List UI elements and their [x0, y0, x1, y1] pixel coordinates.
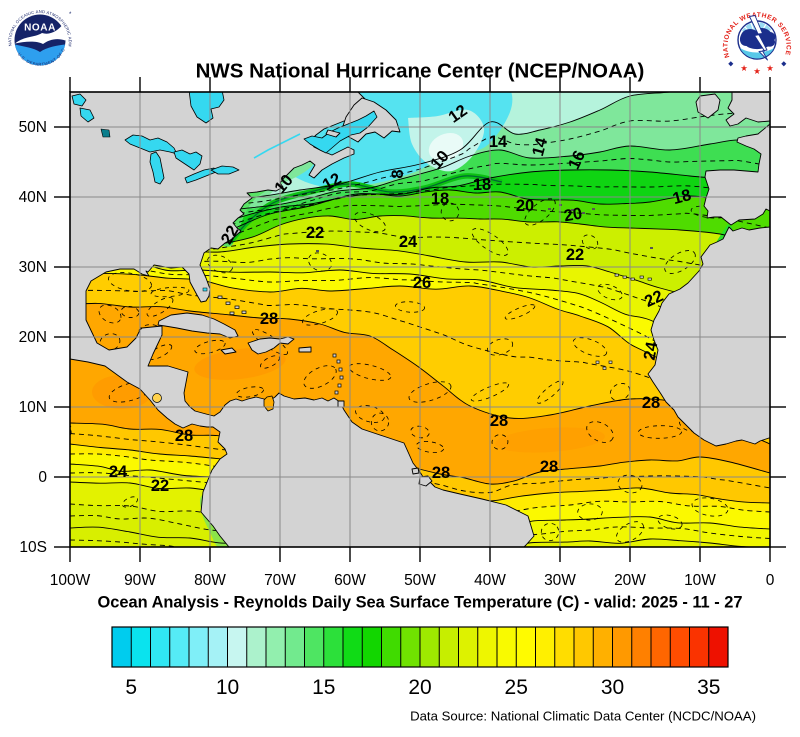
svg-text:NWS National Hurricane Center: NWS National Hurricane Center (NCEP/NOAA… — [196, 60, 645, 83]
svg-text:40N: 40N — [19, 189, 47, 206]
svg-text:24: 24 — [641, 340, 662, 362]
svg-text:0: 0 — [766, 572, 775, 589]
svg-text:35: 35 — [697, 676, 720, 699]
svg-text:100W: 100W — [50, 572, 91, 589]
svg-text:Data Source: National Climatic: Data Source: National Climatic Data Cent… — [410, 709, 756, 724]
svg-text:18: 18 — [671, 186, 693, 208]
svg-text:5: 5 — [125, 676, 137, 699]
svg-text:20W: 20W — [614, 572, 646, 589]
svg-text:28: 28 — [490, 412, 508, 430]
svg-text:40W: 40W — [474, 572, 506, 589]
svg-text:20N: 20N — [19, 329, 47, 346]
svg-text:0: 0 — [38, 469, 47, 486]
svg-text:*: * — [69, 12, 72, 18]
svg-text:90W: 90W — [124, 572, 156, 589]
svg-text:80W: 80W — [194, 572, 226, 589]
svg-text:26: 26 — [54, 422, 72, 440]
svg-text:28: 28 — [642, 394, 660, 412]
svg-text:50N: 50N — [19, 119, 47, 136]
svg-text:18: 18 — [431, 190, 449, 208]
svg-text:26: 26 — [413, 274, 431, 292]
svg-text:28: 28 — [175, 427, 193, 445]
svg-text:22: 22 — [306, 224, 324, 242]
svg-text:NOAA: NOAA — [24, 23, 56, 34]
svg-text:20: 20 — [408, 676, 431, 699]
svg-text:28: 28 — [540, 458, 558, 476]
svg-text:25: 25 — [505, 676, 528, 699]
svg-text:24: 24 — [109, 463, 128, 481]
svg-text:22: 22 — [566, 246, 584, 264]
svg-text:★: ★ — [766, 63, 774, 73]
svg-text:14: 14 — [529, 135, 551, 158]
svg-text:15: 15 — [312, 676, 335, 699]
svg-text:20: 20 — [562, 205, 583, 226]
svg-text:28: 28 — [432, 464, 450, 482]
svg-text:30: 30 — [601, 676, 624, 699]
svg-text:10S: 10S — [19, 539, 47, 556]
svg-text:14: 14 — [489, 133, 508, 151]
svg-text:30N: 30N — [19, 259, 47, 276]
svg-text:8: 8 — [389, 169, 407, 178]
svg-text:22: 22 — [151, 477, 169, 495]
svg-text:18: 18 — [473, 176, 491, 194]
svg-text:24: 24 — [399, 233, 418, 251]
svg-text:20: 20 — [516, 197, 534, 215]
svg-text:10W: 10W — [684, 572, 716, 589]
svg-text:10N: 10N — [19, 399, 47, 416]
svg-text:★: ★ — [740, 63, 748, 73]
svg-text:★: ★ — [753, 66, 761, 76]
svg-text:70W: 70W — [264, 572, 296, 589]
svg-text:Ocean Analysis - Reynolds Dail: Ocean Analysis - Reynolds Daily Sea Surf… — [98, 594, 743, 612]
svg-text:30W: 30W — [544, 572, 576, 589]
svg-text:50W: 50W — [404, 572, 436, 589]
svg-text:10: 10 — [216, 676, 239, 699]
svg-text:60W: 60W — [334, 572, 366, 589]
svg-text:28: 28 — [260, 310, 278, 328]
